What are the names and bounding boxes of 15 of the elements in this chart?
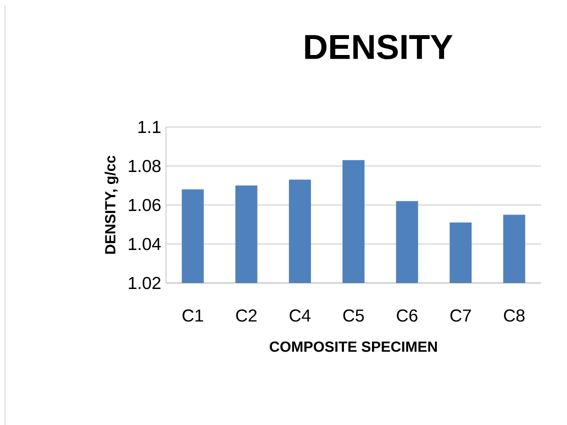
y-axis-title: DENSITY, g/cc [104, 156, 118, 254]
x-axis-title: COMPOSITE SPECIMEN [270, 341, 437, 352]
x-tick-label: C5 [343, 309, 364, 322]
x-tick-label: C8 [504, 309, 525, 322]
y-tick-label: 1.04 [128, 238, 161, 250]
x-tick-label: C6 [396, 309, 418, 322]
y-tick-label: 1.02 [128, 276, 160, 290]
y-tick-label: 1.1 [138, 120, 160, 133]
x-tick-label: C7 [450, 309, 471, 322]
x-tick-label: C4 [290, 309, 311, 322]
chart-title: DENSITY [305, 34, 453, 60]
x-tick-label: C2 [236, 309, 257, 322]
y-tick-label: 1.06 [128, 198, 161, 212]
x-tick-label: C1 [182, 309, 204, 322]
y-tick-label: 1.08 [128, 160, 161, 172]
